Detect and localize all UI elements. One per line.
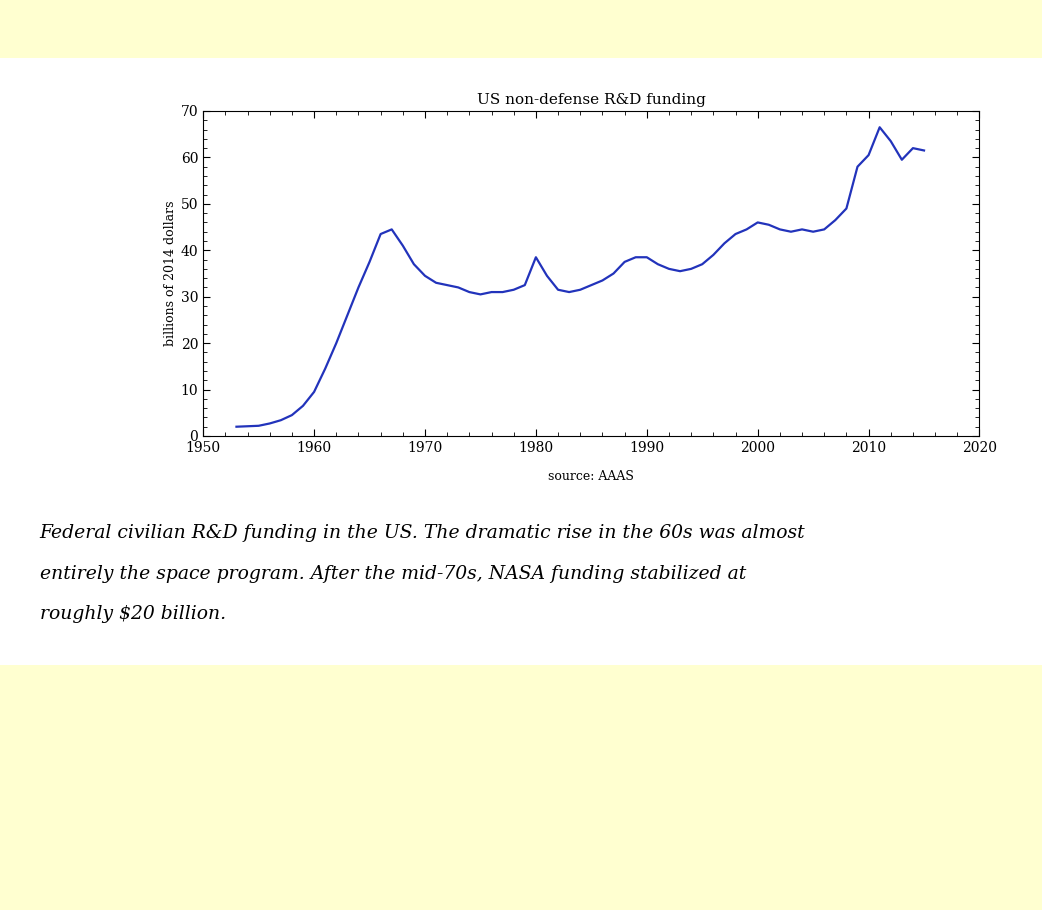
Text: entirely the space program. After the mid-70s, NASA funding stabilized at: entirely the space program. After the mi… xyxy=(40,565,746,582)
Text: The run-up in: The run-up in xyxy=(13,25,168,47)
Text: non: non xyxy=(168,25,208,47)
Title: US non-defense R&D funding: US non-defense R&D funding xyxy=(477,93,705,107)
Text: the vacuum tube and the transistor; the telegraph, telephone, phonograph, movies: the vacuum tube and the transistor; the … xyxy=(16,835,936,854)
Text: 1960: refrigerators, freezers, vacuum cleaners, gas and electric: 1960: refrigerators, freezers, vacuum cl… xyxy=(289,721,949,740)
Text: And yet, as we have seen, the great innovations that made the major quality-of-l: And yet, as we have seen, the great inno… xyxy=(16,683,959,702)
Text: and television—and: and television—and xyxy=(16,873,223,892)
Text: .: . xyxy=(562,873,568,892)
Text: cars, trucks, and buses; tractors and combines; fertilizer; air travel, containe: cars, trucks, and buses; tractors and co… xyxy=(16,797,939,816)
Text: roughly $20 billion.: roughly $20 billion. xyxy=(40,605,226,623)
Y-axis label: billions of 2014 dollars: billions of 2014 dollars xyxy=(164,201,176,346)
Text: stoves, and washing machines; indoor plumbing, detergent, and deodorants; electr: stoves, and washing machines; indoor plu… xyxy=(16,759,954,778)
Text: Federal civilian R&D funding in the US. The dramatic rise in the 60s was almost: Federal civilian R&D funding in the US. … xyxy=(40,524,805,542)
Text: -defense research spending didn’t happen until the 1960s:: -defense research spending didn’t happen… xyxy=(208,25,848,47)
Text: they were all developed privately: they were all developed privately xyxy=(223,873,562,892)
Text: before: before xyxy=(223,721,289,740)
Text: source: AAAS: source: AAAS xyxy=(548,470,635,483)
Text: ments came largely: ments came largely xyxy=(16,721,223,740)
